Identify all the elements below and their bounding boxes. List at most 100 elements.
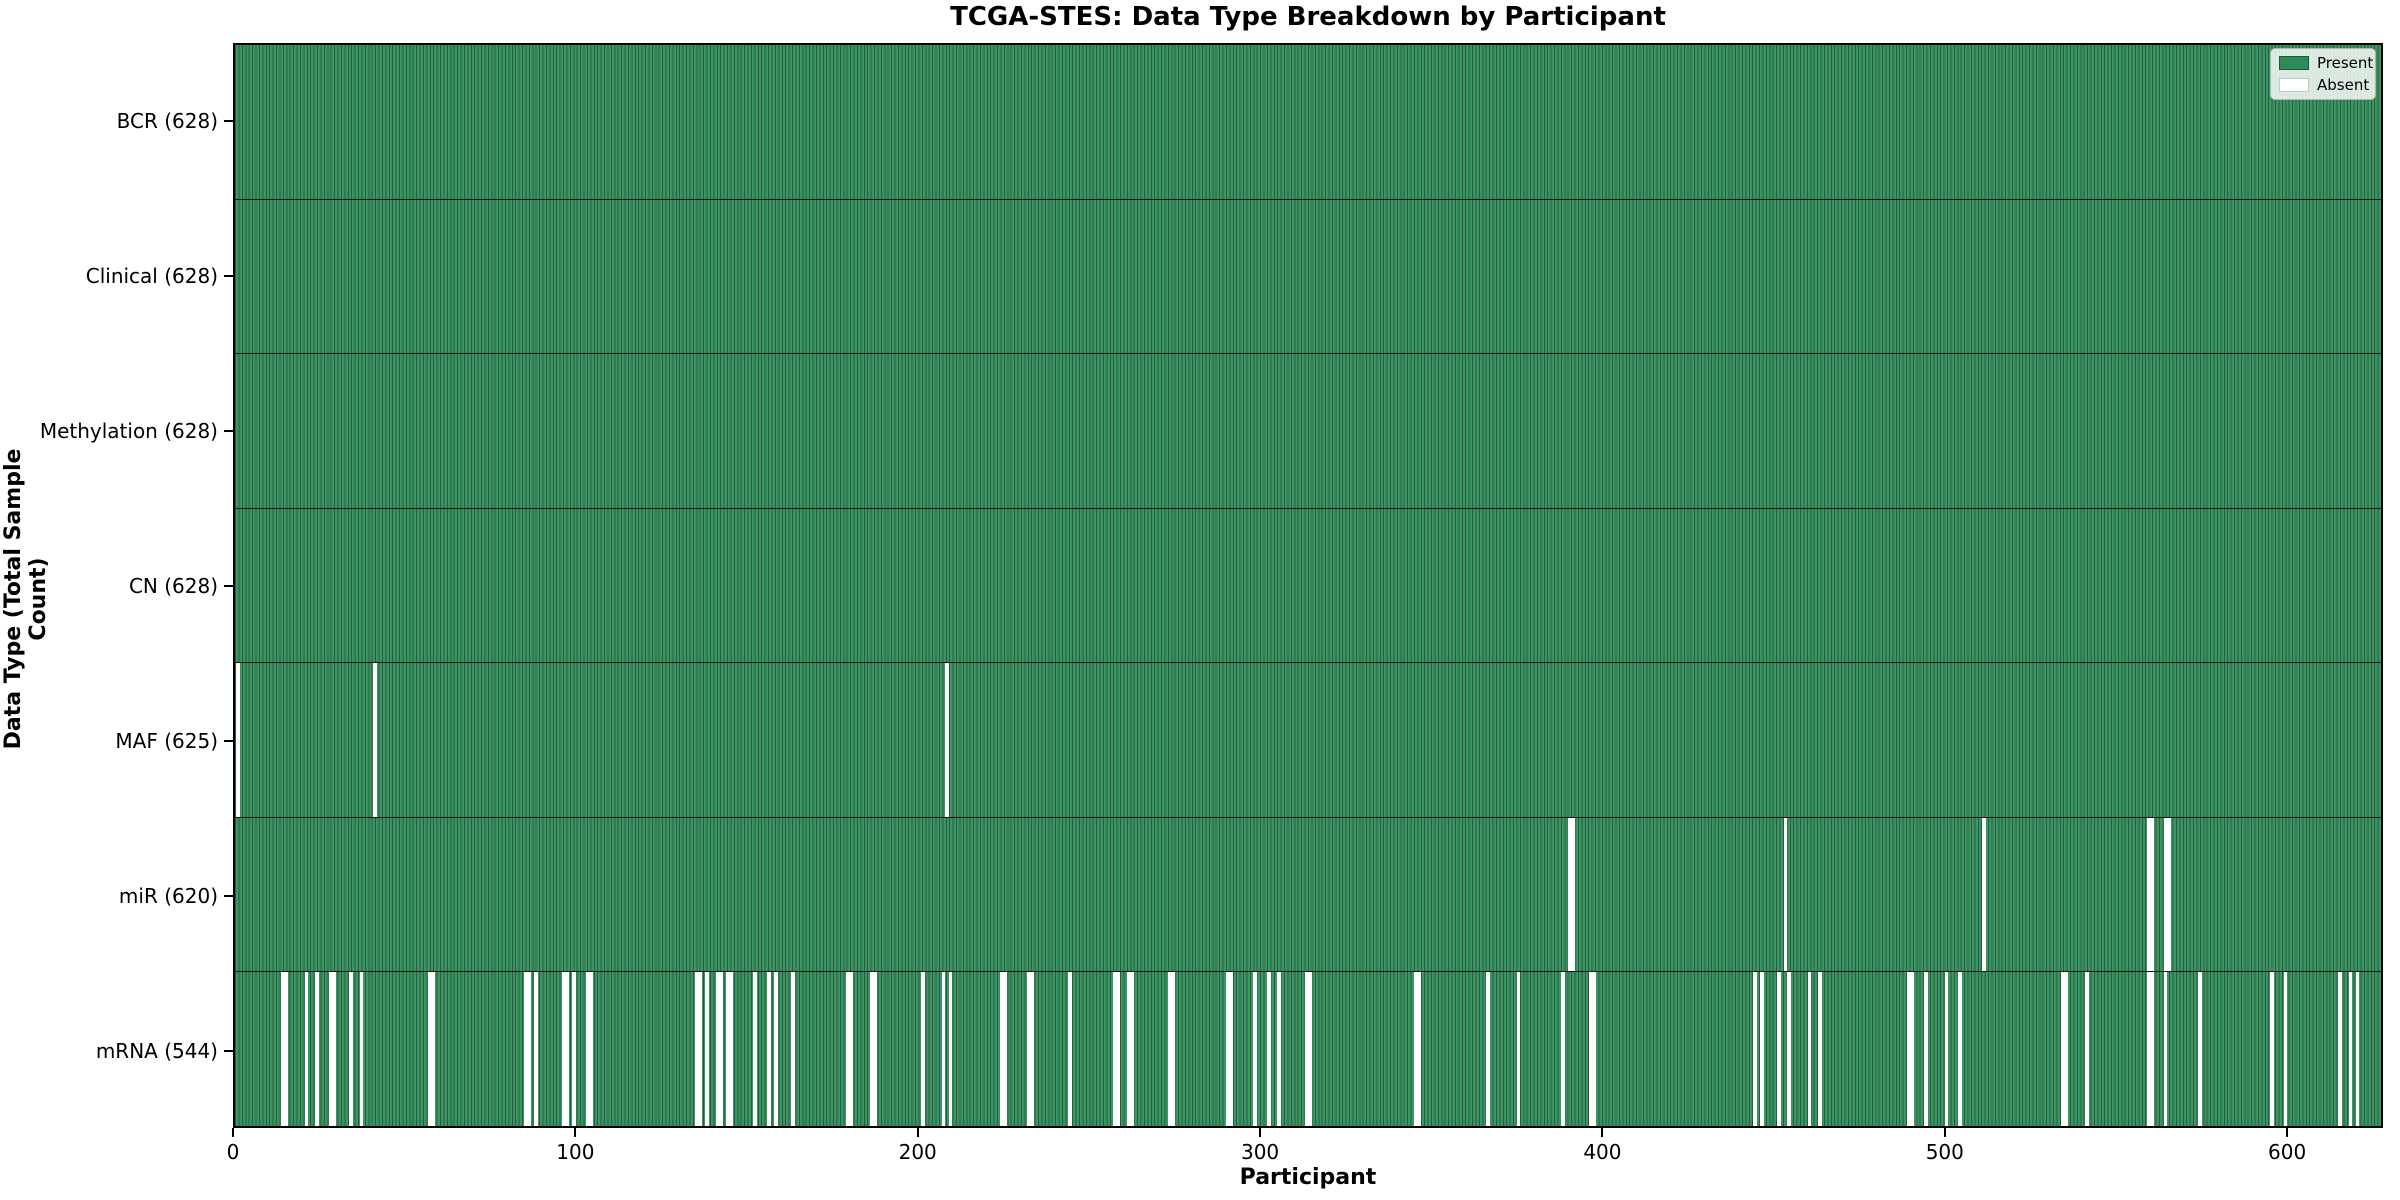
absent-bar xyxy=(527,972,532,1127)
absent-bar xyxy=(1753,972,1757,1127)
absent-bar xyxy=(1588,972,1593,1127)
absent-bar xyxy=(1944,972,1949,1127)
absent-bar xyxy=(284,972,288,1127)
absent-bar xyxy=(1568,817,1572,972)
absent-bar xyxy=(698,972,703,1127)
legend-entry-present: Present xyxy=(2279,54,2373,72)
y-tick-label-clinical: Clinical (628) xyxy=(85,263,218,288)
absent-bar xyxy=(941,972,946,1127)
absent-bar xyxy=(1266,972,1271,1127)
absent-bar xyxy=(2146,817,2151,972)
y-tick-mark xyxy=(224,119,233,122)
y-axis-label: Data Type (Total Sample Count) xyxy=(1,448,51,750)
absent-bar xyxy=(2163,972,2168,1127)
x-tick-mark xyxy=(232,1128,234,1137)
absent-bar xyxy=(373,663,377,817)
y-tick-mark xyxy=(224,1049,233,1052)
absent-bar xyxy=(1003,972,1007,1127)
x-tick-mark xyxy=(916,1128,919,1137)
absent-bar xyxy=(1277,972,1281,1127)
absent-bar xyxy=(236,663,241,817)
legend: Present Absent xyxy=(2270,48,2376,100)
x-tick-mark xyxy=(1943,1128,1946,1137)
absent-bar xyxy=(767,972,771,1127)
absent-bar xyxy=(1787,972,1791,1127)
absent-bar xyxy=(359,972,364,1127)
absent-bar xyxy=(1116,972,1120,1127)
absent-bar xyxy=(1027,972,1031,1127)
y-tick-mark xyxy=(224,274,233,277)
absent-bar xyxy=(1129,972,1134,1127)
absent-bar xyxy=(999,972,1004,1127)
x-tick-label: 400 xyxy=(1583,1140,1622,1164)
y-tick-label-methylation: Methylation (628) xyxy=(39,418,218,443)
x-tick-label: 500 xyxy=(1925,1140,1964,1164)
absent-bar xyxy=(869,972,874,1127)
absent-bar xyxy=(2150,817,2154,972)
absent-bar xyxy=(2163,817,2168,972)
absent-bar xyxy=(2064,972,2069,1127)
legend-label: Absent xyxy=(2317,76,2370,94)
legend-label: Present xyxy=(2317,54,2374,72)
absent-bar xyxy=(1910,972,1915,1127)
absent-bar xyxy=(753,972,757,1127)
absent-bar xyxy=(773,972,778,1127)
x-tick-mark xyxy=(1601,1128,1604,1137)
y-tick-mark xyxy=(224,739,233,742)
absent-bar xyxy=(729,972,733,1127)
x-axis-label: Participant xyxy=(1239,1165,1377,1190)
absent-bar xyxy=(1414,972,1418,1127)
absent-bar xyxy=(2283,972,2288,1127)
absent-bar xyxy=(719,972,723,1127)
x-tick-label: 0 xyxy=(226,1140,240,1164)
absent-bar xyxy=(565,972,569,1127)
absent-bar xyxy=(948,972,953,1127)
absent-bar xyxy=(2167,817,2171,972)
y-tick-label-mrna: mRNA (544) xyxy=(95,1038,218,1063)
absent-bar xyxy=(1068,972,1072,1127)
row-band-cn xyxy=(235,507,2381,663)
absent-bar xyxy=(791,972,795,1127)
x-tick-label: 600 xyxy=(2268,1140,2307,1164)
absent-bar xyxy=(1982,817,1987,972)
x-tick-label: 100 xyxy=(556,1140,595,1164)
x-tick-mark xyxy=(1259,1128,1262,1137)
absent-bar xyxy=(1759,972,1764,1127)
row-band-mir xyxy=(235,816,2381,972)
y-tick-label-mir: miR (620) xyxy=(118,883,218,908)
absent-bar xyxy=(725,972,730,1127)
x-tick-label: 200 xyxy=(898,1140,937,1164)
x-tick-label: 300 xyxy=(1240,1140,1280,1164)
absent-bar xyxy=(921,972,925,1127)
absent-bar xyxy=(349,972,353,1127)
y-tick-label-maf: MAF (625) xyxy=(115,728,218,753)
y-tick-mark xyxy=(224,894,233,897)
legend-swatch-present xyxy=(2279,56,2309,70)
absent-bar xyxy=(845,972,850,1127)
absent-bar xyxy=(534,972,538,1127)
absent-bar xyxy=(328,972,333,1127)
absent-bar xyxy=(2270,972,2274,1127)
absent-bar xyxy=(524,972,528,1127)
row-band-methylation xyxy=(235,353,2381,508)
absent-bar xyxy=(873,972,877,1127)
absent-bar xyxy=(1308,972,1312,1127)
absent-bar xyxy=(2146,972,2151,1127)
absent-bar xyxy=(2338,972,2343,1127)
absent-bar xyxy=(332,972,336,1127)
absent-bar xyxy=(1924,972,1928,1127)
absent-bar xyxy=(1253,972,1257,1127)
absent-bar xyxy=(589,972,593,1127)
absent-bar xyxy=(2348,972,2353,1127)
absent-bar xyxy=(1486,972,1490,1127)
row-band-clinical xyxy=(235,198,2381,354)
row-band-mrna xyxy=(235,971,2381,1127)
absent-bar xyxy=(1571,817,1576,972)
absent-bar xyxy=(2061,972,2065,1127)
absent-bar xyxy=(304,972,309,1127)
absent-bar xyxy=(1958,972,1963,1127)
absent-bar xyxy=(1225,972,1230,1127)
absent-bar xyxy=(280,972,285,1127)
absent-bar xyxy=(945,663,949,817)
